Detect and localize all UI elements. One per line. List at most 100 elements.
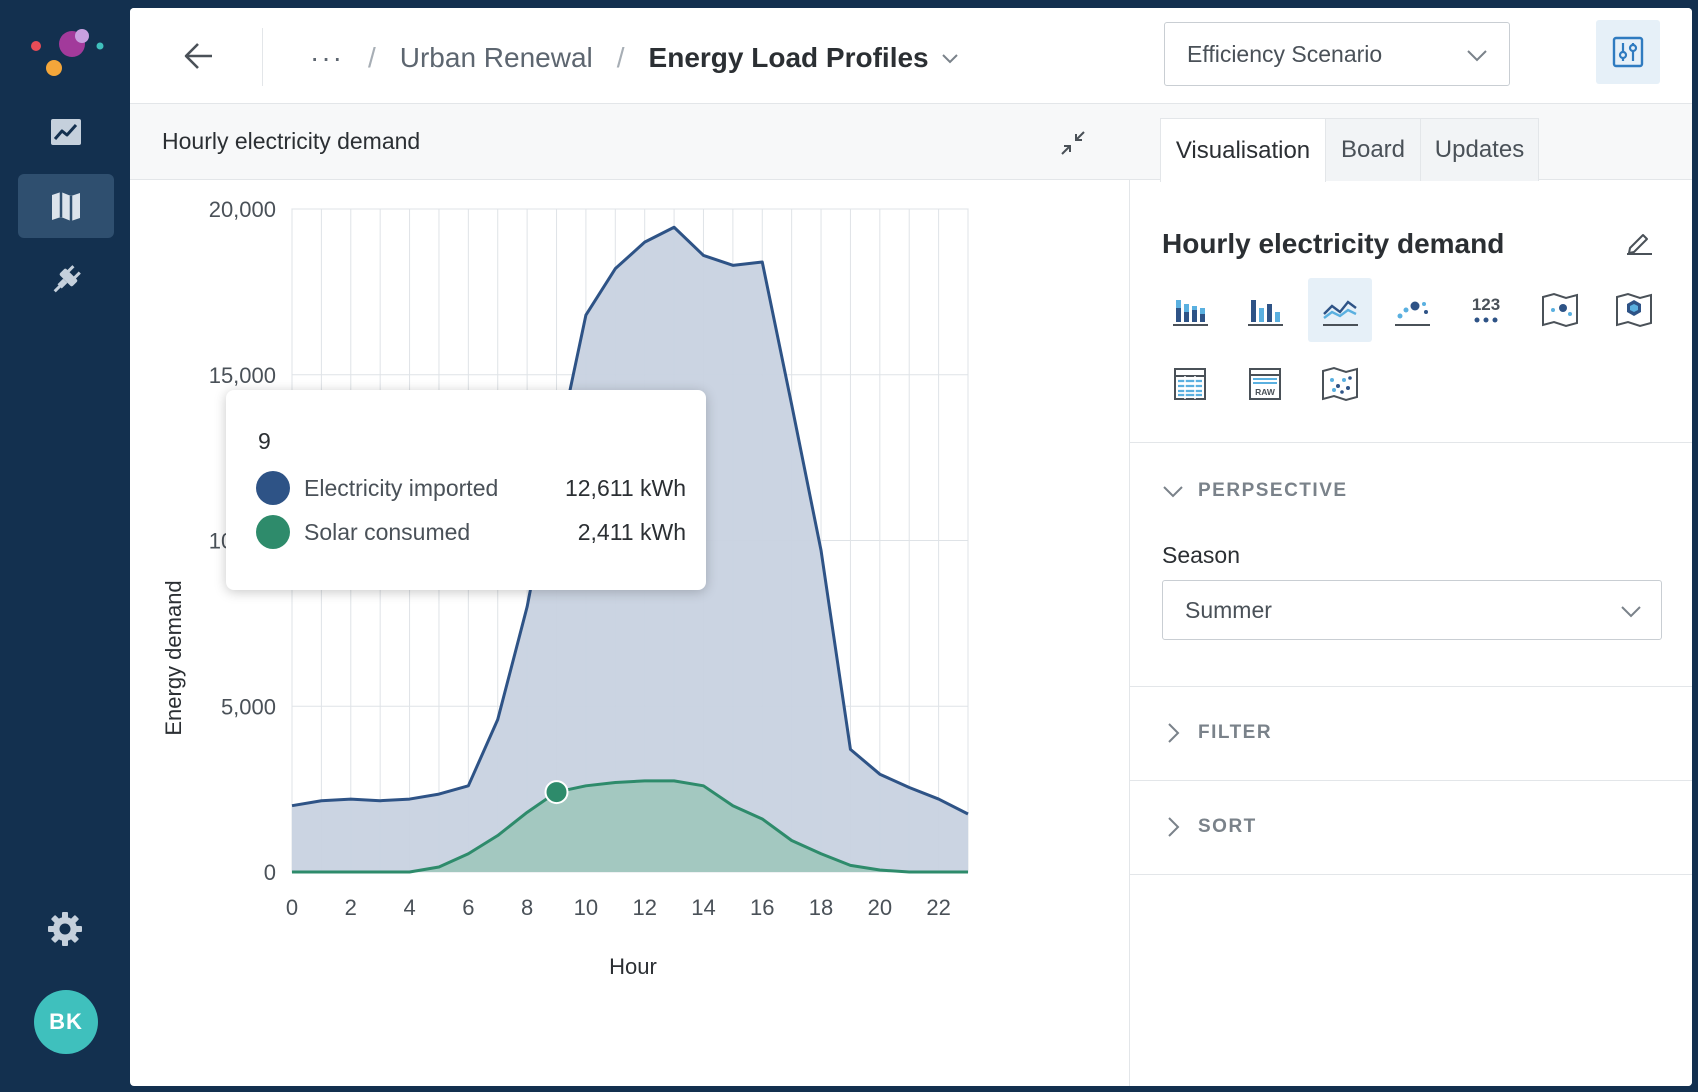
viz-bar-button[interactable]	[1233, 278, 1297, 342]
map-point-icon	[1542, 292, 1578, 328]
season-label: Season	[1162, 542, 1241, 568]
section-divider	[1130, 686, 1692, 687]
sidebar: BK	[0, 0, 130, 1092]
sliders-icon	[1612, 36, 1644, 68]
tooltip-row: Solar consumed 2,411 kWh	[256, 512, 686, 552]
raw-table-icon-label: RAW	[1255, 387, 1276, 397]
viz-number-button[interactable]: 123	[1454, 278, 1518, 342]
viz-map-hexbin-button[interactable]	[1602, 278, 1666, 342]
viz-line-button[interactable]	[1308, 278, 1372, 342]
visualisation-title: Hourly electricity demand	[1162, 228, 1505, 259]
settings-toggle-button[interactable]	[1596, 20, 1660, 84]
chart-header: Hourly electricity demand	[130, 104, 1130, 180]
chart-title: Hourly electricity demand	[162, 128, 421, 154]
tooltip-series-name: Electricity imported	[304, 474, 499, 501]
perspective-section-toggle[interactable]: PERPSECTIVE	[1162, 476, 1348, 506]
avatar[interactable]: BK	[34, 990, 98, 1054]
series-line-imported	[291, 225, 969, 816]
breadcrumb: ··· / Urban Renewal / Energy Load Profil…	[310, 38, 961, 78]
breadcrumb-item-urban-renewal[interactable]: Urban Renewal	[399, 42, 593, 73]
perspective-section-label: PERPSECTIVE	[1198, 480, 1348, 501]
section-divider	[1130, 442, 1692, 443]
sort-section-label: SORT	[1198, 816, 1257, 837]
season-select-value: Summer	[1185, 596, 1272, 623]
line-chart-icon	[51, 119, 81, 145]
y-tick-label: 20,000	[209, 197, 276, 222]
chevron-down-icon	[1467, 50, 1487, 62]
series-line-solar	[292, 779, 968, 874]
map-icon	[52, 192, 80, 221]
y-tick-label: 15,000	[209, 363, 276, 388]
scatter-icon	[1395, 301, 1430, 326]
plug-icon	[53, 265, 81, 293]
chevron-right-icon	[1168, 817, 1180, 837]
section-divider	[1130, 780, 1692, 781]
back-button[interactable]	[178, 36, 218, 76]
x-tick-label: 2	[345, 895, 357, 920]
stacked-bar-icon	[1173, 300, 1208, 326]
viz-raw-table-button[interactable]: RAW	[1233, 352, 1297, 416]
legend-swatch	[256, 471, 290, 505]
scenario-select-value: Efficiency Scenario	[1187, 40, 1383, 67]
tooltip-series-value: 2,411 kWh	[577, 518, 686, 545]
app-logo[interactable]	[28, 26, 108, 82]
x-tick-label: 22	[926, 895, 950, 920]
viz-map-point-button[interactable]	[1528, 278, 1592, 342]
arrow-left-icon	[184, 43, 212, 69]
right-panel: Visualisation Board Updates Hourly elect…	[1130, 104, 1692, 1086]
x-tick-label: 20	[868, 895, 892, 920]
series-area-solar	[292, 780, 968, 872]
tooltip-series-value: 12,611 kWh	[564, 474, 686, 501]
tooltip-row: Electricity imported 12,611 kWh	[256, 468, 686, 508]
x-axis-label: Hour	[609, 954, 657, 979]
nav-integrations[interactable]	[18, 248, 114, 312]
nav-map[interactable]	[18, 174, 114, 238]
line-chart-icon	[1323, 300, 1358, 326]
number-icon-label: 123	[1472, 295, 1500, 314]
table-icon	[1174, 368, 1206, 400]
x-tick-label: 6	[462, 895, 474, 920]
scenario-select[interactable]: Efficiency Scenario	[1164, 22, 1510, 86]
tab-visualisation[interactable]: Visualisation	[1160, 118, 1326, 182]
map-dots-icon	[1322, 366, 1358, 402]
chevron-right-icon	[1168, 723, 1180, 743]
x-tick-label: 16	[750, 895, 774, 920]
filter-section-label: FILTER	[1198, 722, 1273, 743]
x-tick-label: 10	[574, 895, 598, 920]
y-axis-label: Energy demand	[161, 580, 186, 735]
viz-scatter-button[interactable]	[1380, 278, 1444, 342]
season-select[interactable]: Summer	[1162, 580, 1662, 640]
main-panel: ··· / Urban Renewal / Energy Load Profil…	[130, 8, 1692, 1086]
hover-point-solar	[544, 780, 569, 805]
bar-chart-icon	[1248, 300, 1283, 326]
x-tick-label: 18	[809, 895, 833, 920]
collapse-icon[interactable]	[1058, 128, 1088, 158]
breadcrumb-separator: /	[616, 42, 625, 73]
chevron-down-icon	[1163, 486, 1183, 498]
breadcrumb-separator: /	[367, 42, 376, 73]
viz-map-dots-button[interactable]	[1308, 352, 1372, 416]
number-icon: 123	[1472, 295, 1500, 323]
map-hexbin-icon	[1616, 292, 1652, 328]
area-chart[interactable]: 05,00010,00015,00020,0000246810121416182…	[130, 180, 1130, 1086]
sort-section-toggle[interactable]: SORT	[1162, 812, 1257, 842]
chevron-down-icon[interactable]	[939, 47, 961, 69]
nav-analytics[interactable]	[18, 100, 114, 164]
chart-panel: Hourly electricity demand 05,00010,00015…	[130, 104, 1130, 1086]
tooltip-series-name: Solar consumed	[304, 518, 471, 545]
breadcrumb-item-current[interactable]: Energy Load Profiles	[648, 42, 929, 73]
x-tick-label: 14	[691, 895, 715, 920]
viz-stacked-bar-button[interactable]	[1158, 278, 1222, 342]
y-tick-label: 0	[264, 860, 276, 885]
filter-section-toggle[interactable]: FILTER	[1162, 718, 1272, 748]
chevron-down-icon	[1621, 606, 1641, 618]
x-tick-label: 8	[521, 895, 533, 920]
top-bar: ··· / Urban Renewal / Energy Load Profil…	[130, 8, 1692, 104]
gear-icon[interactable]	[46, 910, 84, 948]
tab-updates[interactable]: Updates	[1420, 118, 1539, 181]
breadcrumb-ellipsis[interactable]: ···	[310, 42, 344, 73]
tab-board[interactable]: Board	[1325, 118, 1421, 181]
pencil-icon[interactable]	[1624, 226, 1654, 256]
tooltip-title: 9	[258, 428, 271, 454]
viz-table-button[interactable]	[1158, 352, 1222, 416]
